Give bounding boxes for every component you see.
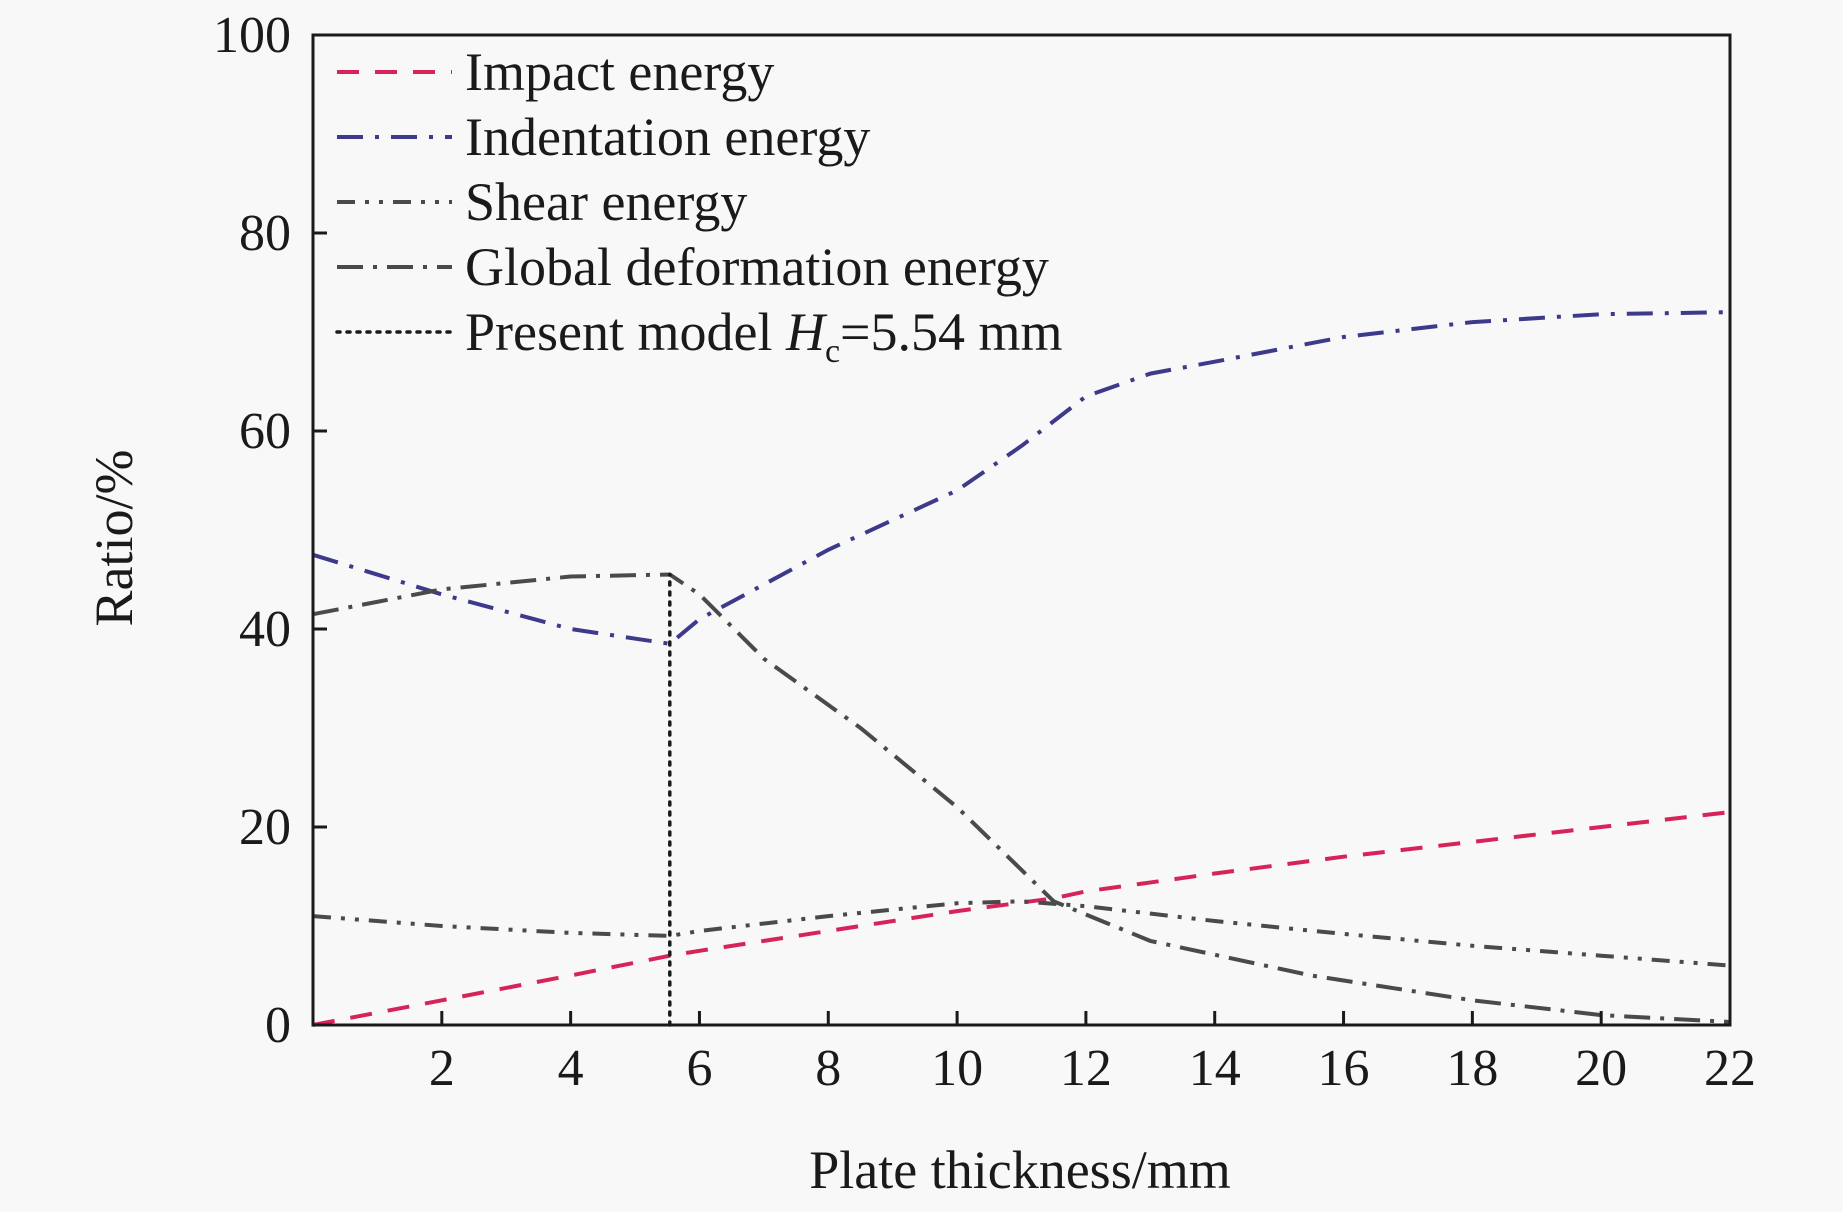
y-tick-label: 80 [239,205,291,262]
legend-label-shear-energy: Shear energy [465,172,747,232]
axes-layer [311,33,1732,1027]
y-tick-label: 40 [239,601,291,658]
x-tick-label: 10 [931,1040,983,1097]
y-tick-label: 100 [213,7,291,64]
x-tick-label: 12 [1060,1040,1112,1097]
x-tick-label: 14 [1189,1040,1241,1097]
x-tick-label: 20 [1575,1040,1627,1097]
y-tick-label: 60 [239,403,291,460]
y-axis-label: Ratio/% [84,450,144,627]
series-line-global-deformation-energy [312,572,1731,1024]
series-layer [312,310,1731,1027]
y-tick-label: 0 [265,997,291,1054]
series-line-shear-energy [312,899,1731,968]
x-axis-label: Plate thickness/mm [809,1140,1230,1200]
x-tick-label: 18 [1446,1040,1498,1097]
legend-label-impact-energy: Impact energy [465,42,774,102]
x-tick-label: 6 [686,1040,712,1097]
legend-label-indentation-energy: Indentation energy [465,107,870,167]
legend-label-global-deformation-energy: Global deformation energy [465,237,1049,297]
series-line-impact-energy [312,810,1731,1027]
x-tick-label: 2 [429,1040,455,1097]
ticks-layer: 2 4 6 8 10 12 14 16 18 20 22 0 20 40 60 80 100 [213,7,1756,1097]
legend-label-present-model: Present model Hc=5.54 mm [465,302,1063,370]
x-tick-label: 16 [1318,1040,1370,1097]
x-tick-label: 4 [558,1040,584,1097]
y-tick-label: 20 [239,799,291,856]
plot-frame [311,33,1732,1027]
series-line-indentation-energy [312,310,1731,646]
x-tick-label: 8 [815,1040,841,1097]
x-tick-label: 22 [1704,1040,1756,1097]
